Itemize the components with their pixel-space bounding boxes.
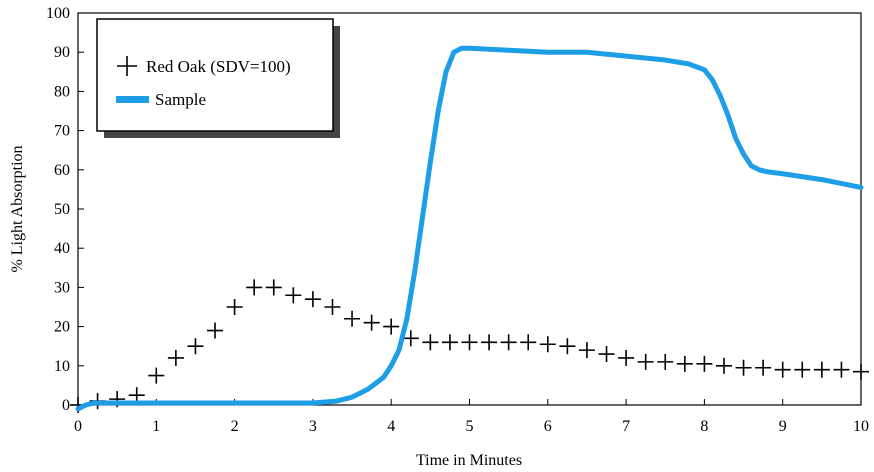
series-0 <box>70 279 869 413</box>
x-tick-label: 4 <box>387 418 395 435</box>
x-tick-label: 2 <box>231 418 239 435</box>
y-tick-label: 40 <box>54 240 70 257</box>
y-tick-label: 10 <box>54 358 70 375</box>
plus-marker <box>265 279 282 296</box>
legend: Red Oak (SDV=100) Sample <box>96 18 340 138</box>
y-tick-label: 60 <box>54 162 70 179</box>
plus-marker <box>402 330 419 347</box>
x-tick-label: 1 <box>152 418 160 435</box>
plus-marker <box>187 338 204 355</box>
plus-marker <box>461 334 478 351</box>
plus-marker <box>598 346 615 363</box>
plus-marker <box>422 334 439 351</box>
legend-marker-plus-icon <box>117 56 137 76</box>
plus-marker <box>774 361 791 378</box>
plus-marker <box>578 342 595 359</box>
x-tick-label: 6 <box>544 418 552 435</box>
x-tick-label: 9 <box>779 418 787 435</box>
plus-marker <box>539 336 556 353</box>
plus-marker <box>167 349 184 366</box>
plus-marker <box>304 291 321 308</box>
plus-marker <box>715 357 732 374</box>
plus-marker <box>755 359 772 376</box>
y-tick-label: 0 <box>62 397 70 414</box>
plus-marker <box>363 314 380 331</box>
legend-label-red-oak: Red Oak (SDV=100) <box>146 57 291 76</box>
x-axis-title: Time in Minutes <box>416 452 522 469</box>
plus-marker <box>128 387 145 404</box>
x-tick-label: 10 <box>853 418 869 435</box>
y-tick-label: 80 <box>54 83 70 100</box>
y-tick-label: 20 <box>54 319 70 336</box>
plus-marker <box>833 361 850 378</box>
y-axis-title: % Light Absorption <box>9 145 26 272</box>
plus-marker <box>246 279 263 296</box>
y-tick-label: 30 <box>54 279 70 296</box>
plus-marker <box>559 338 576 355</box>
plus-marker <box>735 359 752 376</box>
plus-marker <box>500 334 517 351</box>
plus-marker <box>481 334 498 351</box>
plus-marker <box>148 367 165 384</box>
x-tick-label: 8 <box>700 418 708 435</box>
plus-marker <box>344 310 361 327</box>
plus-marker <box>657 353 674 370</box>
plus-marker <box>441 334 458 351</box>
y-tick-label: 50 <box>54 201 70 218</box>
x-tick-label: 3 <box>309 418 317 435</box>
plus-marker <box>618 349 635 366</box>
x-tick-label: 7 <box>622 418 630 435</box>
plus-marker <box>520 334 537 351</box>
series-layer <box>70 45 869 413</box>
plus-marker <box>207 322 224 339</box>
plus-marker <box>324 299 341 315</box>
plus-marker <box>285 287 302 304</box>
plus-marker <box>676 355 693 372</box>
plus-marker <box>794 361 811 378</box>
plus-marker <box>813 361 830 378</box>
y-tick-label: 70 <box>54 123 70 140</box>
y-tick-label: 100 <box>46 5 70 22</box>
plus-marker <box>853 363 869 380</box>
legend-label-sample: Sample <box>155 90 206 109</box>
plus-marker <box>637 353 654 370</box>
y-tick-label: 90 <box>54 44 70 61</box>
x-tick-label: 0 <box>74 418 82 435</box>
x-tick-label: 5 <box>466 418 474 435</box>
series-1 <box>75 45 864 412</box>
legend-box <box>96 18 334 132</box>
plus-marker <box>696 355 713 372</box>
sample-line <box>75 45 864 412</box>
legend-swatch-sample <box>116 96 149 103</box>
plus-marker <box>383 318 400 335</box>
plus-marker <box>226 299 243 315</box>
